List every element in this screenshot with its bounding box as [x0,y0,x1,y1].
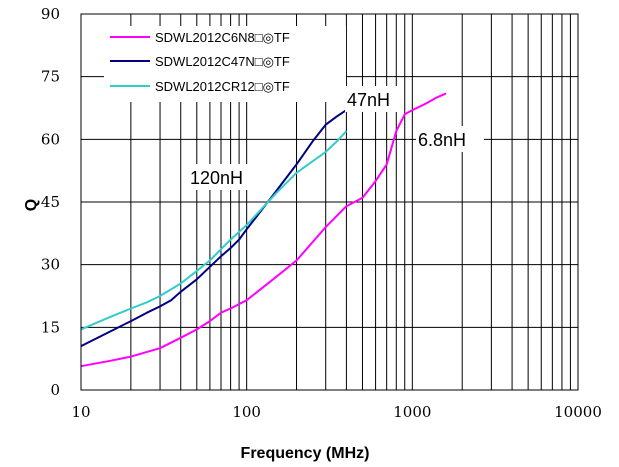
x-tick-label: 100 [232,403,261,421]
y-tick-label: 75 [41,68,60,86]
y-tick-label: 0 [50,381,60,399]
y-tick-labels: 0 15 30 45 60 75 90 [41,5,60,399]
x-tick-label: 10 [71,403,90,421]
x-tick-label: 1000 [393,403,431,421]
plot-frame [80,13,579,391]
series-line-3 [80,130,348,331]
annotation-120nh-text: 120nH [190,168,243,188]
y-axis-title: Q [23,199,40,211]
x-tick-label: 10000 [554,403,602,421]
annotation-47nh: 47nH [345,86,403,112]
legend-label-3: SDWL2012CR12□◎TF [155,79,290,94]
x-axis-title: Frequency (MHz) [241,445,370,462]
y-tick-label: 15 [41,318,60,336]
series-line-1 [80,92,447,368]
y-tick-label: 30 [41,256,60,274]
legend-label-1: SDWL2012C6N8□◎TF [155,30,290,45]
y-tick-label: 90 [41,5,60,23]
x-tick-labels: 10 100 1000 10000 [71,403,601,421]
legend-box [104,26,346,102]
annotation-120nh: 120nH [188,164,254,190]
series-lines [80,92,447,368]
annotation-6-8nh-text: 6.8nH [418,130,466,150]
y-tick-label: 45 [41,193,60,211]
annotation-6-8nh: 6.8nH [416,126,484,152]
annotation-47nh-text: 47nH [347,90,390,110]
legend-label-2: SDWL2012C47N□◎TF [155,54,290,69]
legend: SDWL2012C6N8□◎TF SDWL2012C47N□◎TF SDWL20… [104,26,346,102]
y-tick-label: 60 [41,130,60,148]
series-line-2 [80,109,347,347]
